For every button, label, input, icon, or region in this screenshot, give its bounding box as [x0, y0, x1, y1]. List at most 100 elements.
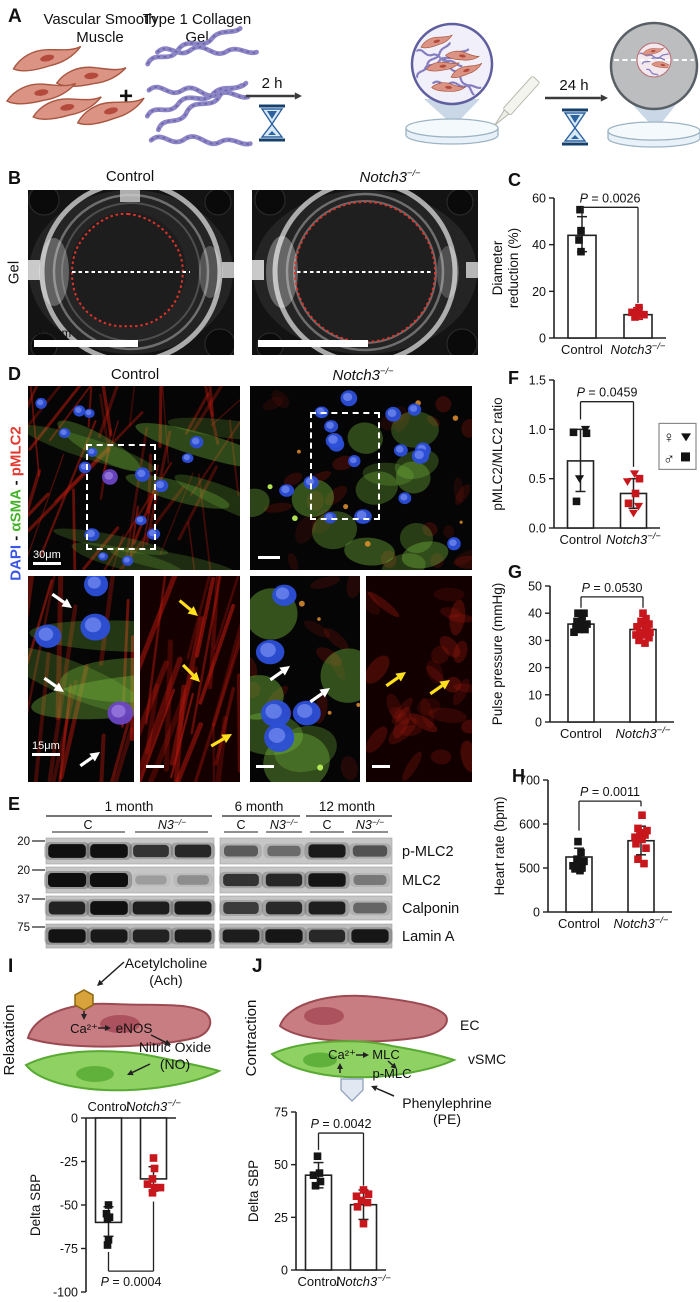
- red-fiber: [28, 370, 40, 477]
- bar-control: [94, 1117, 123, 1224]
- red-signal: [295, 515, 317, 544]
- nucleus-core: [60, 429, 67, 436]
- protein-band: [223, 901, 259, 915]
- green-cell: [125, 473, 230, 509]
- background: [250, 386, 472, 570]
- yellow-arrow-icon: [429, 680, 450, 696]
- nucleus-core: [281, 485, 290, 494]
- p-value: P = 0.0530: [582, 581, 643, 595]
- y-tick-label: 50: [274, 1158, 288, 1172]
- vsm-cell-icon: [445, 50, 480, 61]
- protein-band: [48, 929, 86, 943]
- protein-band: [132, 929, 170, 943]
- red-signal: [449, 599, 466, 636]
- protein-band: [174, 929, 212, 943]
- signal-arrow-icon: [150, 1034, 171, 1045]
- red-signal: [430, 553, 444, 569]
- y-tick-label: 600: [519, 818, 540, 832]
- data-point-square: [580, 857, 588, 866]
- orange-speck: [317, 617, 321, 621]
- data-point-square: [313, 1152, 322, 1161]
- pe-abbrev-label: (PE): [433, 1111, 461, 1127]
- process-arrow-icon: [545, 94, 608, 102]
- panel-j-label: J: [252, 956, 263, 977]
- scale-bar: [146, 765, 164, 768]
- white-arrow-icon: [43, 676, 64, 692]
- protein-band: [265, 929, 303, 943]
- collagen-fiber-icon: [646, 68, 670, 76]
- red-signal: [365, 726, 388, 753]
- scale-label: 4.7mm: [36, 328, 71, 340]
- category-label: Control: [560, 726, 602, 741]
- y-axis-label: Heart rate (bpm): [492, 796, 507, 895]
- data-point-square: [640, 310, 648, 319]
- data-point-triangle: [633, 502, 644, 511]
- well-tab-mark: [120, 190, 140, 202]
- protein-band: [174, 844, 212, 858]
- vsm-cell-icon: [5, 82, 77, 105]
- data-point-square: [573, 617, 581, 626]
- data-point-square: [575, 859, 583, 868]
- red-fiber: [59, 664, 89, 780]
- orange-speck: [327, 710, 332, 715]
- ec-label: EC: [460, 1017, 479, 1033]
- data-point-square: [574, 837, 582, 846]
- data-point-square: [104, 1236, 113, 1244]
- orange-speck: [459, 520, 463, 524]
- panel-a-label: A: [8, 6, 22, 27]
- mlc-label: MLC: [372, 1047, 399, 1062]
- relaxation-label: Relaxation: [1, 1005, 18, 1076]
- hourglass-icon: [562, 108, 588, 146]
- timepoint-header: 12 month: [319, 799, 375, 814]
- panel-j-schematic: J Contraction EC Ca²⁺ MLC p-MLC vSMC Phe…: [243, 956, 506, 1127]
- protein-band: [308, 844, 346, 858]
- green-cell: [395, 461, 431, 494]
- red-signal: [330, 653, 346, 680]
- data-point-square: [641, 831, 649, 839]
- data-point-square: [315, 1169, 324, 1177]
- red-signal: [440, 607, 461, 618]
- red-signal: [364, 655, 390, 684]
- data-point-square: [632, 631, 640, 639]
- protein-band: [265, 901, 303, 915]
- time-24h-label: 24 h: [559, 77, 588, 94]
- vsmc-nucleus-icon: [303, 1052, 337, 1068]
- inset-box-control: [86, 444, 156, 550]
- category-label: Notch3−/−: [126, 1098, 181, 1114]
- if-image-notch3: [235, 386, 480, 583]
- vsm-cell-icon: [642, 47, 665, 56]
- separator: -: [7, 476, 25, 490]
- red-signal: [453, 477, 464, 503]
- bright-green-dot: [267, 484, 273, 490]
- background: [250, 576, 360, 782]
- orange-speck: [452, 415, 459, 421]
- nucleus-core: [414, 450, 424, 460]
- red-signal: [447, 613, 475, 623]
- red-fiber: [24, 453, 65, 565]
- red-fiber: [159, 472, 194, 555]
- protein-band: [177, 875, 209, 885]
- legend-male-marker: [681, 452, 690, 462]
- data-point-square: [631, 489, 640, 498]
- data-point-square: [634, 824, 642, 833]
- red-fiber: [47, 604, 78, 783]
- nucleus-core: [350, 457, 357, 464]
- data-point-square: [583, 620, 591, 628]
- nucleus-core: [80, 463, 88, 470]
- vsm-label-line2: Muscle: [76, 29, 124, 46]
- protein-band: [90, 929, 128, 943]
- red-signal: [452, 678, 470, 706]
- red-fiber: [145, 561, 168, 725]
- data-point-square: [638, 835, 646, 844]
- data-point-square: [645, 633, 653, 642]
- nucleus-core: [265, 703, 282, 719]
- nitric-oxide-label: Nitric Oxide: [139, 1039, 212, 1055]
- blot-row-label: MLC2: [402, 873, 441, 889]
- chart-C-plot: 0 20 40 60 Diameter reduction (%) Control Notch…: [490, 191, 666, 357]
- y-tick-label: 0: [539, 332, 546, 346]
- genotype-name: Notch3: [359, 169, 408, 186]
- red-fiber: [195, 576, 216, 658]
- data-point-square: [642, 614, 650, 623]
- collagen-fiber-icon: [145, 26, 243, 67]
- genotype-sup: −/−: [380, 366, 394, 376]
